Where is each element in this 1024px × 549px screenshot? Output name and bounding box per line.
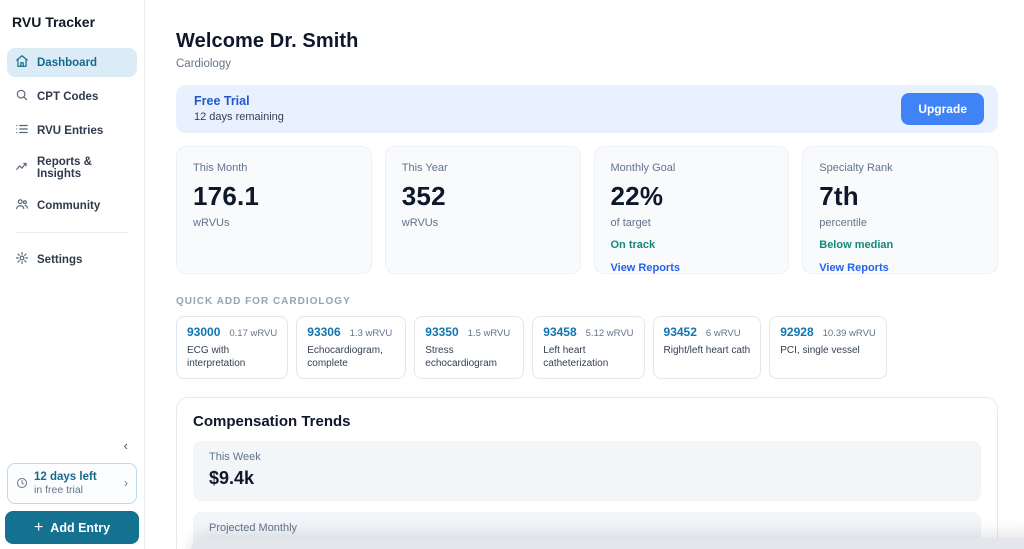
cpt-description: Echocardiogram, complete (307, 345, 383, 369)
sidebar-item-label: RVU Entries (37, 124, 104, 137)
stat-value: 176.1 (193, 181, 260, 211)
sidebar-item-reports-insights[interactable]: Reports & Insights (7, 150, 137, 186)
free-trial-banner: Free Trial 12 days remaining Upgrade (176, 85, 998, 133)
cpt-description: Left heart catheterization (543, 345, 609, 369)
cpt-rvu: 5.12 wRVU (585, 328, 634, 339)
quick-add-heading: QUICK ADD FOR CARDIOLOGY (176, 296, 351, 307)
status-badge: Below median (819, 239, 894, 251)
clock-icon (16, 477, 28, 489)
sidebar-spacer (0, 279, 144, 438)
sidebar-item-label: Community (37, 199, 101, 212)
gear-icon (15, 251, 29, 268)
stat-unit: wRVUs (401, 217, 439, 229)
cpt-rvu: 1.3 wRVU (349, 328, 393, 339)
stat-unit: of target (610, 217, 651, 229)
stat-card-monthly-goal: Monthly Goal 22% of target On track View… (593, 146, 790, 274)
compensation-trends-card: Compensation Trends This Week $9.4k Proj… (176, 397, 998, 549)
sidebar-divider (15, 232, 129, 233)
home-icon (15, 54, 29, 71)
compensation-label: This Week (209, 451, 261, 463)
users-icon (15, 197, 29, 214)
stats-grid: This Month 176.1 wRVUs This Year 352 wRV… (176, 146, 998, 274)
cpt-code: 92928 (780, 325, 814, 339)
view-reports-link[interactable]: View Reports (610, 262, 681, 274)
main-content: Welcome Dr. Smith Cardiology Free Trial … (145, 0, 1024, 549)
sidebar-item-settings[interactable]: Settings (7, 245, 137, 274)
stat-unit: wRVUs (193, 217, 230, 229)
list-icon (15, 122, 29, 139)
compensation-label: Projected Monthly (209, 522, 298, 534)
stat-card-specialty-rank: Specialty Rank 7th percentile Below medi… (802, 146, 998, 274)
compensation-title: Compensation Trends (193, 413, 351, 430)
trial-days-left: 12 days left (34, 470, 97, 483)
compensation-value: $9.4k (209, 468, 255, 488)
quick-add-code-93000[interactable]: 93000 0.17 wRVU ECG with interpretation (176, 316, 289, 379)
upgrade-button[interactable]: Upgrade (901, 93, 984, 125)
stat-value: 7th (819, 181, 859, 211)
stat-value: 22% (610, 181, 664, 211)
trend-icon (15, 160, 29, 177)
bottom-sheet-edge (190, 538, 1024, 549)
cpt-rvu: 6 wRVU (705, 328, 741, 339)
quick-add-code-92928[interactable]: 92928 10.39 wRVU PCI, single vessel (769, 316, 887, 379)
sidebar-item-rvu-entries[interactable]: RVU Entries (7, 116, 137, 145)
cpt-code: 93000 (187, 325, 221, 339)
cpt-rvu: 1.5 wRVU (467, 328, 511, 339)
cpt-code: 93306 (307, 325, 341, 339)
trial-subtitle: in free trial (34, 483, 84, 496)
cpt-rvu: 0.17 wRVU (229, 328, 278, 339)
stat-label: Monthly Goal (610, 162, 676, 174)
stat-value: 352 (401, 181, 446, 211)
chevron-right-icon: › (124, 476, 128, 491)
cpt-rvu: 10.39 wRVU (822, 328, 876, 339)
cpt-code: 93350 (425, 325, 459, 339)
sidebar-item-community[interactable]: Community (7, 191, 137, 220)
add-entry-button[interactable]: + Add Entry (5, 511, 139, 544)
stat-unit: percentile (819, 217, 867, 229)
status-badge: On track (610, 239, 656, 251)
quick-add-code-93306[interactable]: 93306 1.3 wRVU Echocardiogram, complete (296, 316, 407, 379)
stat-label: This Year (401, 162, 448, 174)
stat-label: This Month (193, 162, 248, 174)
trial-countdown-card[interactable]: 12 days left in free trial › (7, 462, 137, 504)
view-reports-link[interactable]: View Reports (819, 262, 889, 274)
cpt-description: Right/left heart cath (663, 345, 751, 356)
cpt-code: 93452 (663, 325, 697, 339)
quick-add-code-93458[interactable]: 93458 5.12 wRVU Left heart catheterizati… (532, 316, 645, 379)
quick-add-row: 93000 0.17 wRVU ECG with interpretation … (176, 316, 998, 379)
cpt-description: PCI, single vessel (780, 345, 860, 356)
banner-title: Free Trial (194, 94, 250, 109)
cpt-description: ECG with interpretation (187, 345, 246, 369)
sidebar-item-dashboard[interactable]: Dashboard (7, 48, 137, 77)
stat-card-this-year: This Year 352 wRVUs (384, 146, 581, 274)
sidebar: RVU Tracker Dashboard CPT Codes RVU Entr… (0, 0, 145, 549)
cpt-description: Stress echocardiogram (425, 345, 497, 369)
stat-card-this-month: This Month 176.1 wRVUs (176, 146, 372, 274)
add-entry-label: Add Entry (50, 520, 111, 535)
compensation-item-this-week: This Week $9.4k (193, 441, 981, 501)
sidebar-collapse-button[interactable]: ‹ (0, 438, 144, 463)
quick-add-code-93452[interactable]: 93452 6 wRVU Right/left heart cath (652, 316, 762, 379)
sidebar-item-label: CPT Codes (37, 90, 99, 103)
banner-subtitle: 12 days remaining (194, 111, 284, 124)
sidebar-item-label: Dashboard (37, 56, 98, 69)
specialty-label: Cardiology (176, 58, 231, 70)
stat-label: Specialty Rank (819, 162, 893, 174)
sidebar-nav: Dashboard CPT Codes RVU Entries Reports … (0, 42, 144, 279)
sidebar-item-cpt-codes[interactable]: CPT Codes (7, 82, 137, 111)
page-title: Welcome Dr. Smith (176, 30, 359, 52)
cpt-code: 93458 (543, 325, 577, 339)
sidebar-item-label: Reports & Insights (37, 156, 92, 180)
sidebar-item-label: Settings (37, 253, 83, 266)
search-icon (15, 88, 29, 105)
chevron-left-icon: ‹ (123, 437, 128, 453)
app-title: RVU Tracker (12, 14, 96, 30)
plus-icon: + (33, 518, 44, 536)
quick-add-code-93350[interactable]: 93350 1.5 wRVU Stress echocardiogram (414, 316, 525, 379)
